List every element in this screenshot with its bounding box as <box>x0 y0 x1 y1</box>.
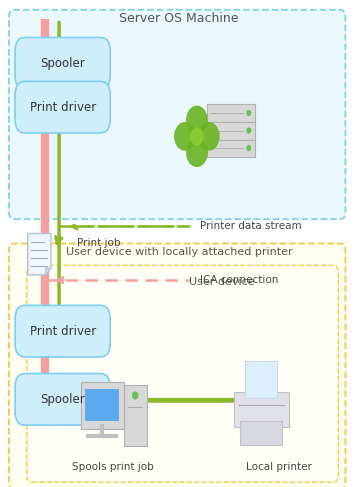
Text: ICA connection: ICA connection <box>200 275 279 285</box>
Text: Server OS Machine: Server OS Machine <box>119 12 239 25</box>
FancyBboxPatch shape <box>27 265 338 482</box>
Circle shape <box>187 106 207 133</box>
Text: Local printer: Local printer <box>246 462 312 472</box>
Circle shape <box>187 139 207 167</box>
Text: User device: User device <box>189 277 255 287</box>
Text: User device with locally attached printer: User device with locally attached printe… <box>66 247 292 257</box>
Circle shape <box>247 128 251 133</box>
FancyBboxPatch shape <box>81 382 124 429</box>
FancyBboxPatch shape <box>15 81 110 133</box>
FancyBboxPatch shape <box>15 37 110 89</box>
Text: Spooler: Spooler <box>40 57 85 70</box>
Polygon shape <box>46 268 51 275</box>
FancyBboxPatch shape <box>240 421 282 445</box>
Text: Printer data stream: Printer data stream <box>200 222 302 231</box>
Text: Print driver: Print driver <box>29 101 96 113</box>
Text: Print driver: Print driver <box>29 325 96 337</box>
Circle shape <box>133 392 138 399</box>
FancyBboxPatch shape <box>124 385 147 446</box>
FancyBboxPatch shape <box>9 10 345 219</box>
Circle shape <box>199 123 219 150</box>
FancyBboxPatch shape <box>207 139 255 157</box>
Circle shape <box>247 146 251 150</box>
FancyBboxPatch shape <box>9 244 345 487</box>
FancyBboxPatch shape <box>245 361 277 397</box>
FancyBboxPatch shape <box>15 374 110 425</box>
FancyBboxPatch shape <box>234 393 289 427</box>
Text: Spooler: Spooler <box>40 393 85 406</box>
Text: Spools print job: Spools print job <box>72 462 154 472</box>
Polygon shape <box>28 234 51 275</box>
Text: Print job: Print job <box>77 238 121 247</box>
Circle shape <box>175 123 195 150</box>
Circle shape <box>247 111 251 115</box>
FancyBboxPatch shape <box>207 104 255 122</box>
Circle shape <box>191 128 203 145</box>
FancyBboxPatch shape <box>15 305 110 357</box>
FancyBboxPatch shape <box>207 121 255 140</box>
FancyBboxPatch shape <box>85 389 119 421</box>
